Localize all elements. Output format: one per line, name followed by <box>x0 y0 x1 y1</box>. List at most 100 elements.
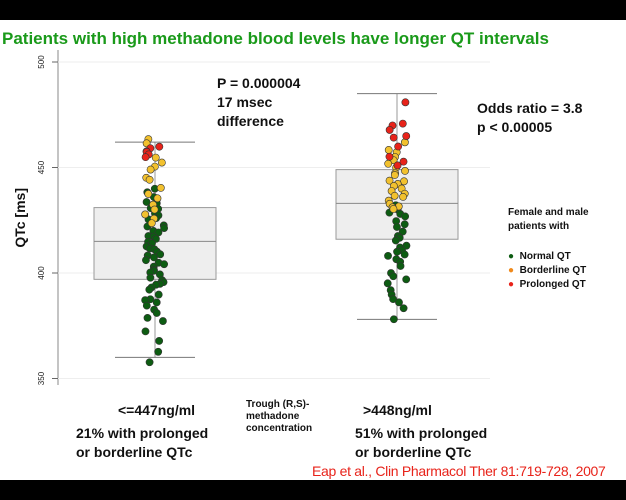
slide-title: Patients with high methadone blood level… <box>2 29 549 48</box>
data-point-normal <box>154 347 163 356</box>
data-point-borderline <box>145 175 154 184</box>
data-point-borderline <box>144 190 153 198</box>
x-caption: Trough (R,S)- methadone concentration <box>246 399 312 435</box>
data-point-normal <box>160 260 169 269</box>
data-point-normal <box>152 309 161 317</box>
data-point-normal <box>159 317 167 325</box>
data-point-normal <box>400 220 409 229</box>
data-point-normal <box>146 273 155 282</box>
data-point-normal <box>402 275 411 284</box>
data-point-prolonged <box>155 142 164 151</box>
data-point-prolonged <box>385 152 394 161</box>
slide: Patients with high methadone blood level… <box>0 20 626 480</box>
data-point-prolonged <box>394 142 403 151</box>
data-point-prolonged <box>141 153 150 162</box>
data-point-borderline <box>150 205 159 214</box>
legend-title: Female and male <box>508 207 589 218</box>
data-point-normal <box>150 253 158 262</box>
group-note-high: 51% with prolonged or borderline QTc <box>355 424 487 462</box>
data-point-borderline <box>157 158 166 167</box>
annotation-line: Odds ratio = 3.8 <box>477 100 583 116</box>
data-point-borderline <box>390 171 399 179</box>
annotation-line: difference <box>217 113 284 129</box>
data-point-normal <box>398 227 407 236</box>
data-point-normal <box>152 298 161 307</box>
dot-icon: ● <box>508 279 515 290</box>
p-value-annotation: P = 0.000004 17 msec difference <box>217 74 300 131</box>
data-point-normal <box>396 262 405 270</box>
data-point-borderline <box>156 183 165 192</box>
data-point-borderline <box>385 176 394 185</box>
category-label-high: >448ng/ml <box>363 402 432 418</box>
data-point-normal <box>141 327 150 336</box>
data-point-normal <box>145 358 154 367</box>
data-point-normal <box>389 315 398 324</box>
box-plot: 350 400 450 500 <box>37 50 490 385</box>
odds-ratio-annotation: Odds ratio = 3.8 p < 0.00005 <box>477 99 582 137</box>
data-point-normal <box>393 247 401 256</box>
data-point-borderline <box>147 219 156 228</box>
legend-label: Prolonged QT <box>519 279 586 290</box>
data-point-normal <box>145 285 154 294</box>
data-point-normal <box>383 279 392 288</box>
data-point-normal <box>384 251 392 260</box>
legend: Female and male patients with ● Normal Q… <box>508 206 589 292</box>
citation: Eap et al., Clin Pharmacol Ther 81:719-7… <box>312 463 606 479</box>
legend-item-borderline: ● Borderline QT <box>508 264 589 278</box>
caption-line: Trough (R,S)- <box>246 399 310 410</box>
category-label-low: <=447ng/ml <box>118 402 196 418</box>
dot-icon: ● <box>508 265 515 276</box>
note-line: 51% with prolonged <box>355 425 488 441</box>
data-point-normal <box>399 304 408 313</box>
data-point-prolonged <box>402 132 411 140</box>
legend-label: Borderline QT <box>519 265 587 276</box>
data-point-borderline <box>400 138 409 147</box>
annotation-line: 17 msec <box>217 94 273 110</box>
data-point-normal <box>401 212 410 221</box>
data-point-normal <box>160 224 169 232</box>
data-point-borderline <box>384 159 393 168</box>
legend-item-prolonged: ● Prolonged QT <box>508 278 589 292</box>
legend-item-normal: ● Normal QT <box>508 250 589 264</box>
data-point-prolonged <box>389 133 398 142</box>
data-point-normal <box>154 290 163 299</box>
data-point-borderline <box>401 167 409 175</box>
caption-line: methadone <box>246 411 300 422</box>
data-point-prolonged <box>399 157 408 166</box>
data-point-prolonged <box>401 98 410 107</box>
y-tick-label: 500 <box>37 55 46 69</box>
y-axis-label: QTc [ms] <box>12 188 28 248</box>
note-line: 21% with prolonged <box>76 425 209 441</box>
group-note-low: 21% with prolonged or borderline QTc <box>76 424 208 462</box>
dot-icon: ● <box>508 251 515 262</box>
data-point-normal <box>393 223 401 231</box>
legend-label: Normal QT <box>519 251 571 262</box>
data-point-prolonged <box>393 161 402 170</box>
data-point-borderline <box>153 194 162 203</box>
data-point-borderline <box>151 153 160 162</box>
data-point-prolonged <box>398 119 407 128</box>
data-point-normal <box>155 337 164 345</box>
data-point-borderline <box>384 146 393 154</box>
y-tick-label: 350 <box>37 371 46 385</box>
data-point-borderline <box>146 165 155 174</box>
data-point-borderline <box>389 205 398 213</box>
y-tick-label: 450 <box>37 160 46 174</box>
data-point-normal <box>142 256 150 265</box>
data-point-normal <box>142 198 151 206</box>
data-point-normal <box>156 250 165 259</box>
data-point-normal <box>391 236 400 245</box>
data-point-normal <box>389 272 398 281</box>
legend-title: patients with <box>508 221 570 232</box>
data-point-normal <box>389 295 398 304</box>
annotation-line: P = 0.000004 <box>217 75 301 91</box>
data-point-normal <box>400 250 409 259</box>
annotation-line: p < 0.00005 <box>477 119 553 135</box>
data-point-borderline <box>390 191 399 200</box>
caption-line: concentration <box>246 423 313 434</box>
data-point-normal <box>143 313 152 322</box>
y-tick-label: 400 <box>37 266 46 280</box>
data-point-prolonged <box>385 126 394 134</box>
data-point-normal <box>395 298 403 307</box>
data-point-normal <box>142 301 151 310</box>
